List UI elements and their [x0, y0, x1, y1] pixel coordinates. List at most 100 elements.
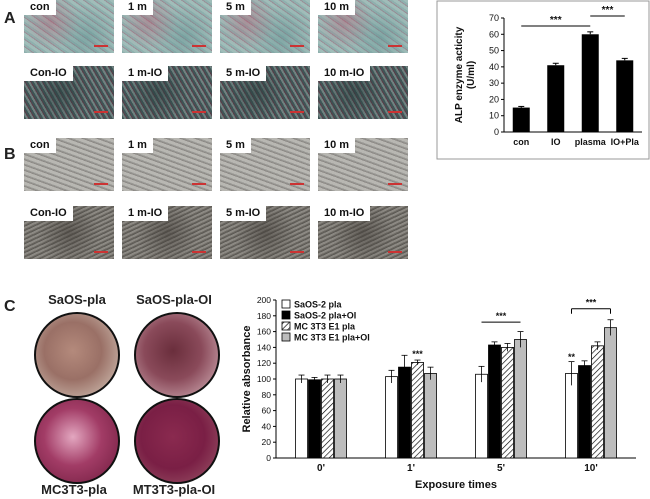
scale-bar	[94, 45, 108, 47]
micrograph-a-5m: 5 m	[220, 0, 310, 53]
y-tick-label: 60	[262, 406, 272, 416]
micrograph-a-1m: 1 m	[122, 0, 212, 53]
y-tick-label: 60	[489, 29, 499, 39]
micrograph-label: con	[24, 0, 56, 15]
x-tick-label: 1'	[407, 463, 415, 474]
bar-mc-3t3-e1-pla	[411, 362, 424, 459]
legend-label: SaOS-2 pla	[294, 300, 343, 310]
significance-label: ***	[412, 349, 423, 359]
micrograph-label: 1 m	[122, 138, 153, 153]
bar-mc-3t3-e1-pla	[501, 347, 514, 459]
micrograph-b-1m: 1 m	[122, 138, 212, 191]
alp-activity-chart: 0 10 20 30 40 50 60 70 ALP enzyme acticity (U/ml)…	[436, 0, 650, 160]
micrograph-a-con: con	[24, 0, 114, 53]
legend-swatch	[281, 332, 291, 342]
significance-label: ***	[602, 5, 614, 16]
panel-letter-c: C	[4, 298, 16, 315]
well-label-saos-pla-oi: SaOS-pla-OI	[136, 292, 212, 307]
scale-bar	[192, 45, 206, 47]
significance-label: ***	[496, 311, 507, 321]
y-tick-label: 20	[489, 94, 499, 104]
y-tick-label: 30	[489, 78, 499, 88]
micrograph-a-10m-io: 10 m-IO	[318, 66, 408, 119]
x-tick-label: 5'	[497, 463, 505, 474]
panel-a-image-grid: con 1 m 5 m 10 m Con-IO 1 m-IO 5 m-IO 10…	[24, 0, 410, 130]
micrograph-label: 5 m-IO	[220, 66, 267, 81]
bar-io-pla	[616, 60, 634, 132]
y-axis-title: ALP enzyme acticity (U/ml)	[454, 26, 477, 123]
scale-bar	[290, 251, 304, 253]
significance-label: ***	[586, 298, 597, 308]
well-mc3t3-pla	[34, 398, 120, 484]
y-tick-label: 0	[266, 453, 271, 463]
micrograph-label: 1 m-IO	[122, 66, 169, 81]
well-saos-pla	[34, 312, 120, 398]
legend-swatch	[281, 310, 291, 320]
x-tick-label: con	[513, 137, 529, 147]
scale-bar	[290, 45, 304, 47]
scale-bar	[388, 45, 402, 47]
well-label-mt3t3-pla-oi: MT3T3-pla-OI	[132, 482, 216, 497]
bar-saos-2-pla-oi	[308, 379, 321, 459]
y-tick-label: 80	[262, 390, 272, 400]
bar-mc-3t3-e1-pla	[321, 378, 334, 459]
panel-c-wells: SaOS-pla SaOS-pla-OI MC3T3-pla MT3T3-pla…	[24, 290, 224, 497]
micrograph-a-con-io: Con-IO	[24, 66, 114, 119]
x-tick-label: IO	[551, 137, 561, 147]
micrograph-label: 5 m	[220, 0, 251, 15]
y-tick-label: 40	[262, 421, 272, 431]
panel-b-image-grid: con 1 m 5 m 10 m Con-IO 1 m-IO 5 m-IO 10…	[24, 138, 410, 288]
micrograph-label: Con-IO	[24, 66, 73, 81]
micrograph-label: 10 m-IO	[318, 206, 371, 221]
x-tick-label: IO+Pla	[611, 137, 640, 147]
micrograph-label: Con-IO	[24, 206, 73, 221]
scale-bar	[388, 251, 402, 253]
x-tick-label: 0'	[317, 463, 325, 474]
y-tick-label: 140	[257, 342, 271, 352]
well-label-saos-pla: SaOS-pla	[48, 292, 106, 307]
bar-saos-2-pla-oi	[488, 344, 501, 459]
micrograph-b-con: con	[24, 138, 114, 191]
micrograph-label: 10 m	[318, 0, 356, 15]
scale-bar	[94, 251, 108, 253]
micrograph-label: con	[24, 138, 56, 153]
bar-mc-3t3-e1-pla-oi	[424, 373, 437, 459]
bar-saos-2-pla-oi	[398, 366, 411, 459]
y-tick-label: 40	[489, 62, 499, 72]
scale-bar	[192, 111, 206, 113]
y-axis-label: Relative absorbance	[241, 326, 253, 433]
legend-label: SaOS-2 pla+OI	[294, 311, 356, 321]
y-tick-label: 50	[489, 46, 499, 56]
legend-swatch	[281, 321, 291, 331]
micrograph-b-con-io: Con-IO	[24, 206, 114, 259]
micrograph-b-10m: 10 m	[318, 138, 408, 191]
micrograph-label: 5 m-IO	[220, 206, 267, 221]
significance-label: ***	[550, 15, 562, 26]
panel-letter-a: A	[4, 10, 16, 27]
y-tick-label: 120	[257, 358, 271, 368]
bar-con	[512, 107, 530, 132]
legend-label: MC 3T3 E1 pla+OI	[294, 333, 370, 343]
x-tick-label: plasma	[575, 137, 607, 147]
bar-saos-2-pla-oi	[578, 365, 591, 459]
y-tick-label: 0	[494, 127, 499, 137]
significance-label: **	[568, 352, 576, 362]
y-tick-label: 200	[257, 295, 271, 305]
micrograph-label: 1 m	[122, 0, 153, 15]
micrograph-b-5m-io: 5 m-IO	[220, 206, 310, 259]
y-tick-label: 180	[257, 311, 271, 321]
bar-saos-2-pla	[475, 373, 488, 459]
micrograph-b-5m: 5 m	[220, 138, 310, 191]
legend-label: MC 3T3 E1 pla	[294, 322, 356, 332]
scale-bar	[388, 111, 402, 113]
micrograph-label: 5 m	[220, 138, 251, 153]
micrograph-b-1m-io: 1 m-IO	[122, 206, 212, 259]
bar-mc-3t3-e1-pla	[591, 345, 604, 459]
bar-saos-2-pla	[565, 373, 578, 459]
micrograph-a-1m-io: 1 m-IO	[122, 66, 212, 119]
micrograph-label: 1 m-IO	[122, 206, 169, 221]
bar-saos-2-pla	[385, 376, 398, 459]
scale-bar	[94, 111, 108, 113]
scale-bar	[94, 183, 108, 185]
bar-mc-3t3-e1-pla-oi	[514, 339, 527, 459]
